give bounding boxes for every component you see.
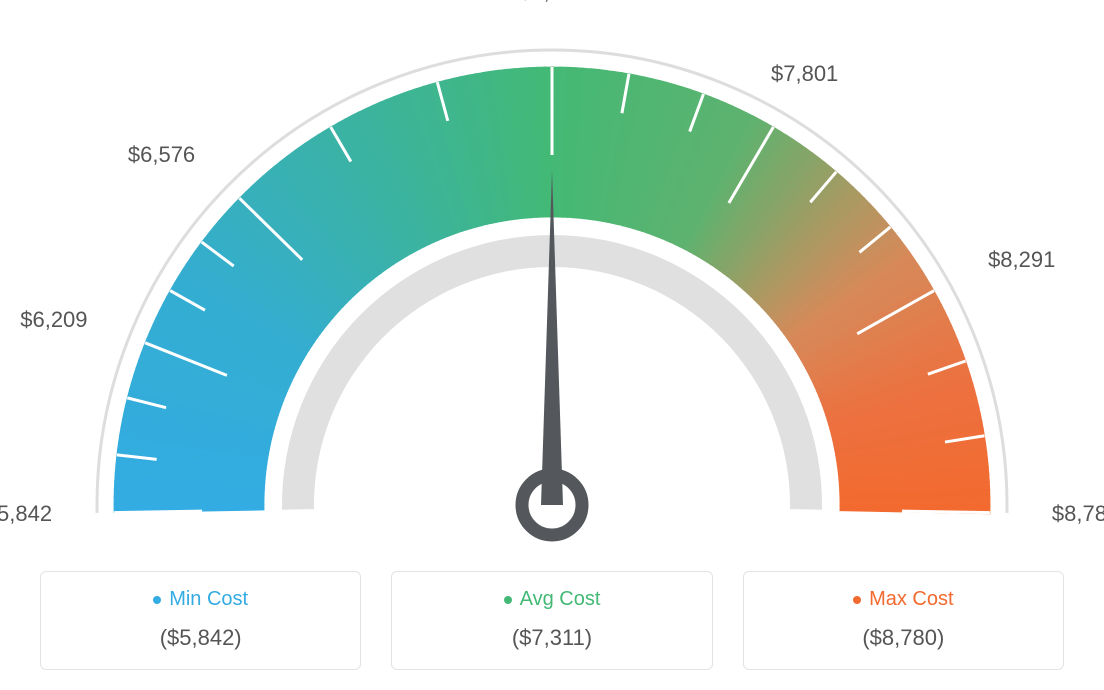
gauge-svg bbox=[0, 0, 1104, 555]
gauge-tick-label: $5,842 bbox=[0, 501, 52, 527]
avg-cost-title-row: Avg Cost bbox=[504, 588, 601, 611]
gauge-tick-label: $7,801 bbox=[771, 61, 838, 87]
avg-cost-title: Avg Cost bbox=[520, 588, 601, 611]
gauge-tick-label: $8,780 bbox=[1052, 501, 1104, 527]
min-cost-value: ($5,842) bbox=[51, 625, 350, 651]
gauge-needle bbox=[541, 170, 563, 505]
max-cost-card: Max Cost ($8,780) bbox=[743, 571, 1064, 670]
summary-cards: Min Cost ($5,842) Avg Cost ($7,311) Max … bbox=[0, 571, 1104, 670]
gauge-area: $5,842 $6,209 $6,576 $7,311 $7,801 $8,291 $8,7… bbox=[0, 0, 1104, 555]
min-cost-title: Min Cost bbox=[169, 588, 248, 611]
avg-cost-card: Avg Cost ($7,311) bbox=[391, 571, 712, 670]
max-cost-title-row: Max Cost bbox=[853, 588, 953, 611]
avg-cost-value: ($7,311) bbox=[402, 625, 701, 651]
avg-cost-bullet bbox=[504, 596, 512, 604]
gauge-tick-label: $8,291 bbox=[988, 247, 1055, 273]
chart-container: $5,842 $6,209 $6,576 $7,311 $7,801 $8,291 $8,7… bbox=[0, 0, 1104, 690]
min-cost-card: Min Cost ($5,842) bbox=[40, 571, 361, 670]
gauge-tick-label: $6,576 bbox=[128, 142, 195, 168]
max-cost-value: ($8,780) bbox=[754, 625, 1053, 651]
min-cost-bullet bbox=[153, 596, 161, 604]
max-cost-bullet bbox=[853, 596, 861, 604]
max-cost-title: Max Cost bbox=[869, 588, 953, 611]
min-cost-title-row: Min Cost bbox=[153, 588, 248, 611]
gauge-tick-label: $7,311 bbox=[519, 0, 585, 5]
gauge-tick-label: $6,209 bbox=[20, 307, 87, 333]
